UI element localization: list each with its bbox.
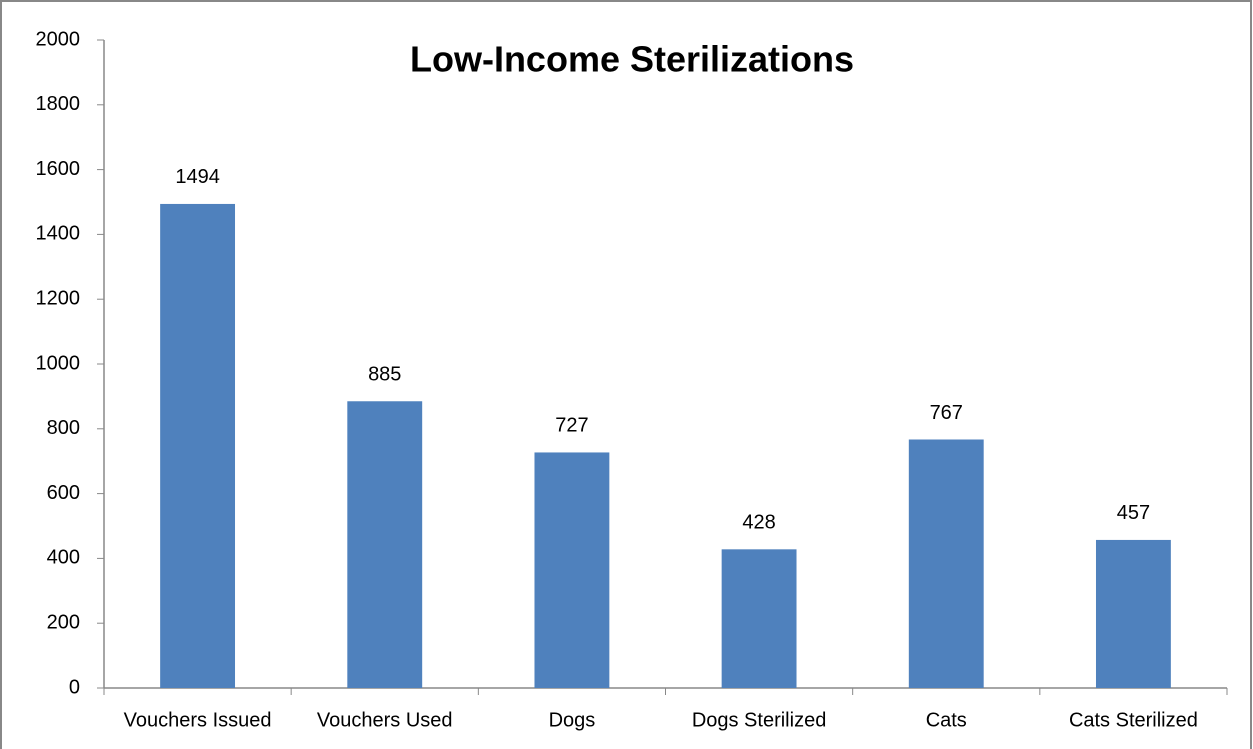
bar: [347, 401, 423, 688]
x-tick-label: Cats Sterilized: [1069, 709, 1198, 731]
y-tick-label: 1800: [36, 93, 81, 115]
data-label: 428: [742, 512, 775, 534]
data-label: 1494: [175, 166, 220, 188]
x-tick-label: Vouchers Issued: [124, 709, 272, 731]
y-tick-label: 1600: [36, 158, 81, 180]
x-tick-label: Dogs: [549, 709, 596, 731]
bar: [721, 549, 797, 688]
y-tick-label: 1000: [36, 352, 81, 374]
y-tick-label: 2000: [36, 28, 81, 50]
x-tick-label: Vouchers Used: [317, 709, 453, 731]
x-tick-label: Cats: [926, 709, 967, 731]
chart-title: Low-Income Sterilizations: [410, 39, 854, 80]
y-tick-label: 600: [47, 482, 80, 504]
y-tick-label: 1200: [36, 287, 81, 309]
y-tick-label: 400: [47, 547, 80, 569]
bar: [1095, 539, 1171, 688]
data-label: 885: [368, 364, 401, 386]
y-tick-label: 1400: [36, 223, 81, 245]
y-tick-label: 0: [69, 676, 80, 698]
y-tick-label: 800: [47, 417, 80, 439]
data-label: 457: [1117, 502, 1150, 524]
bar: [534, 452, 610, 688]
data-label: 727: [555, 415, 588, 437]
x-tick-label: Dogs Sterilized: [692, 709, 827, 731]
y-tick-label: 200: [47, 611, 80, 633]
data-label: 767: [930, 402, 963, 424]
bar: [160, 203, 236, 688]
bar: [908, 439, 984, 688]
